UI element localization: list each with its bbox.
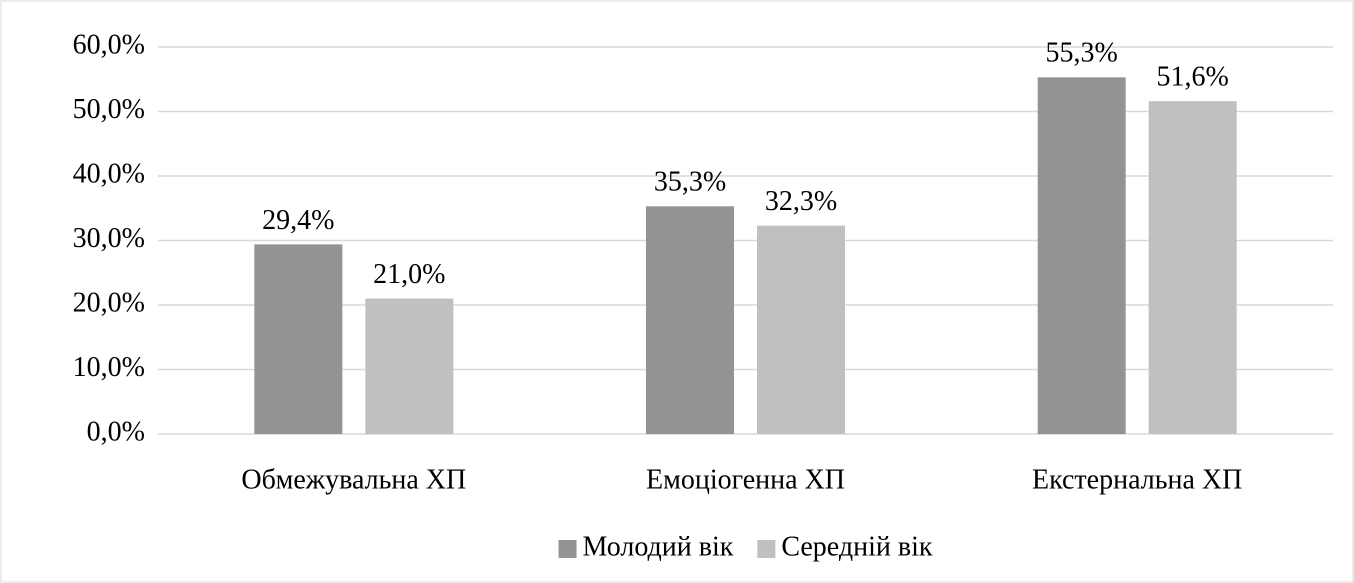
y-tick-label: 60,0% bbox=[73, 29, 145, 60]
value-label: 51,6% bbox=[1157, 62, 1229, 93]
y-tick-label: 10,0% bbox=[73, 352, 145, 383]
value-label: 29,4% bbox=[262, 205, 334, 236]
y-tick-label: 40,0% bbox=[73, 158, 145, 189]
bar bbox=[365, 298, 454, 434]
x-tick-label: Обмежувальна ХП bbox=[241, 464, 466, 495]
value-label: 32,3% bbox=[765, 186, 837, 217]
legend-label: Молодий вік bbox=[583, 531, 734, 562]
bar bbox=[1148, 101, 1237, 435]
value-label: 35,3% bbox=[654, 167, 726, 198]
value-label: 55,3% bbox=[1046, 38, 1118, 69]
bar bbox=[254, 244, 343, 434]
bar bbox=[1037, 77, 1126, 434]
legend-swatch bbox=[757, 540, 776, 558]
legend-swatch bbox=[558, 540, 577, 558]
y-tick-label: 30,0% bbox=[73, 223, 145, 254]
legend-label: Середній вік bbox=[781, 531, 932, 562]
value-label: 21,0% bbox=[373, 259, 445, 290]
bar bbox=[646, 206, 734, 434]
bar bbox=[757, 225, 845, 434]
y-tick-label: 20,0% bbox=[73, 287, 145, 318]
y-tick-label: 50,0% bbox=[73, 94, 145, 125]
y-tick-label: 0,0% bbox=[87, 416, 145, 447]
x-tick-label: Екстернальна ХП bbox=[1032, 464, 1242, 495]
x-tick-label: Емоціогенна ХП bbox=[646, 464, 845, 495]
